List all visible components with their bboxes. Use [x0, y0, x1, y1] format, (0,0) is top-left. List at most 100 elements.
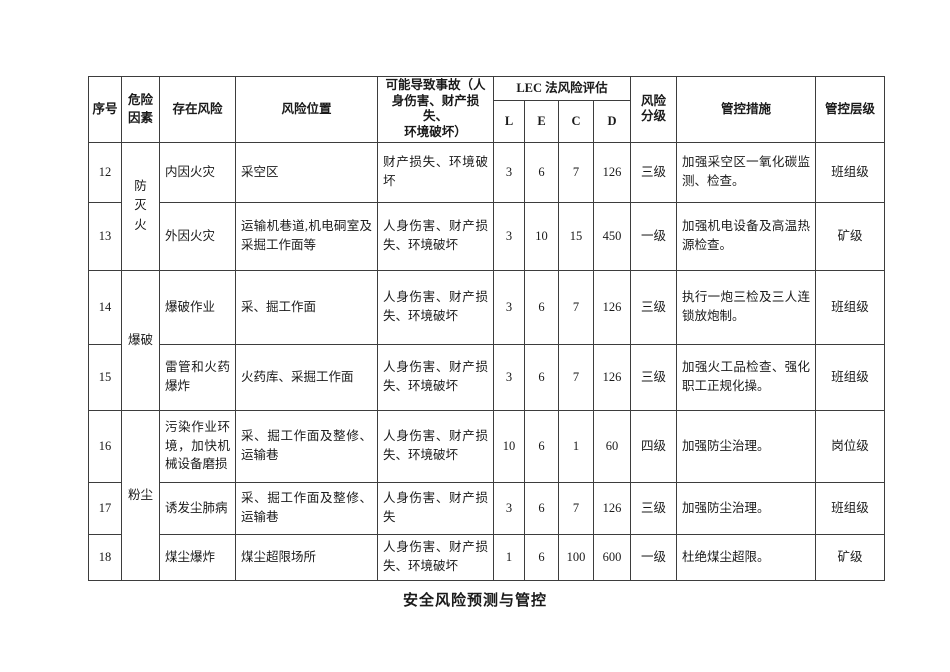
cell-c: 100 — [558, 533, 594, 581]
cell-l: 1 — [493, 533, 525, 581]
table-row: 12 防灭火 内因火灾 采空区 财产损失、环境破坏 3 6 7 126 三级 加… — [88, 141, 886, 271]
header-control-tier: 管控层级 — [815, 76, 886, 143]
header-row-2: L E C D — [89, 100, 885, 143]
cell-serial: 15 — [88, 343, 122, 411]
header-e: E — [524, 100, 559, 143]
cell-c: 7 — [558, 269, 594, 345]
cell-location: 采空区 — [235, 141, 378, 203]
cell-risk: 雷管和火药爆炸 — [159, 343, 236, 411]
cell-level: 四级 — [630, 409, 678, 483]
cell-c: 1 — [558, 409, 594, 483]
cell-tier: 矿级 — [815, 533, 886, 581]
header-hazard-factor: 危险因素 — [121, 76, 160, 143]
cell-location: 煤尘超限场所 — [235, 533, 378, 581]
cell-risk: 内因火灾 — [159, 141, 236, 203]
cell-serial: 14 — [88, 269, 122, 345]
cell-risk: 外因火灾 — [159, 201, 236, 271]
cell-serial: 16 — [88, 409, 122, 483]
cell-level: 三级 — [630, 141, 678, 203]
cell-d: 60 — [592, 409, 632, 483]
cell-d: 600 — [592, 533, 632, 581]
cell-level: 三级 — [630, 343, 678, 411]
header-lec-assessment: LEC 法风险评估 — [492, 75, 632, 102]
table-row: 18 煤尘爆炸 煤尘超限场所 人身伤害、财产损失、环境破坏 1 6 100 60… — [88, 533, 886, 581]
header-control-measures: 管控措施 — [676, 76, 817, 143]
cell-e: 6 — [524, 141, 559, 203]
cell-level: 三级 — [630, 269, 678, 345]
table-row: 13 外因火灾 运输机巷道,机电硐室及采掘工作面等 人身伤害、财产损失、环境破坏… — [88, 201, 886, 271]
header-existing-risk: 存在风险 — [159, 76, 236, 143]
cell-serial: 13 — [88, 201, 122, 271]
cell-risk: 爆破作业 — [159, 269, 236, 345]
cell-tier: 班组级 — [815, 269, 886, 345]
cell-measure: 加强机电设备及高温热源检查。 — [676, 201, 817, 271]
cell-d: 126 — [592, 269, 632, 345]
cell-c: 15 — [558, 201, 594, 271]
table-row: 16 粉尘 污染作业环境，加快机械设备磨损 采、掘工作面及整修、运输巷 人身伤害… — [88, 409, 886, 581]
cell-risk: 污染作业环境，加快机械设备磨损 — [159, 409, 236, 483]
cell-serial: 17 — [88, 481, 122, 535]
header-possible-accident: 可能导致事故（人 身伤害、财产损 失、 环境破坏） — [377, 76, 494, 143]
cell-level: 一级 — [630, 201, 678, 271]
cell-measure: 加强火工品检查、强化职工正规化操。 — [676, 343, 817, 411]
table-row: 14 爆破 爆破作业 采、掘工作面 人身伤害、财产损失、环境破坏 3 6 7 1… — [88, 269, 886, 411]
table-row: 15 雷管和火药爆炸 火药库、采掘工作面 人身伤害、财产损失、环境破坏 3 6 … — [88, 343, 886, 411]
cell-tier: 班组级 — [815, 481, 886, 535]
cell-e: 6 — [524, 343, 559, 411]
cell-location: 采、掘工作面及整修、运输巷 — [235, 481, 378, 535]
header-risk-location: 风险位置 — [235, 76, 378, 143]
cell-location: 采、掘工作面及整修、运输巷 — [235, 409, 378, 483]
cell-accident: 人身伤害、财产损失、环境破坏 — [377, 343, 494, 411]
cell-tier: 矿级 — [815, 201, 886, 271]
cell-accident: 财产损失、环境破坏 — [377, 141, 494, 203]
cell-serial: 18 — [88, 533, 122, 581]
cell-risk: 煤尘爆炸 — [159, 533, 236, 581]
header-l: L — [493, 100, 525, 143]
cell-hazard-group-dust: 粉尘 — [121, 409, 160, 581]
cell-c: 7 — [558, 343, 594, 411]
header-risk-level: 风险 分级 — [630, 76, 678, 143]
table-row: 17 诱发尘肺病 采、掘工作面及整修、运输巷 人身伤害、财产损失 3 6 7 1… — [88, 481, 886, 535]
cell-e: 6 — [524, 409, 559, 483]
cell-d: 126 — [592, 481, 632, 535]
cell-hazard-group-fire: 防灭火 — [121, 141, 160, 271]
cell-c: 7 — [558, 481, 594, 535]
cell-d: 126 — [592, 343, 632, 411]
cell-l: 3 — [493, 269, 525, 345]
header-d: D — [592, 100, 632, 143]
cell-risk: 诱发尘肺病 — [159, 481, 236, 535]
cell-d: 126 — [592, 141, 632, 203]
hazard-group-label: 粉尘 — [127, 487, 153, 502]
risk-table: 序号 危险因素 存在风险 风险位置 可能导致事故（人 身伤害、财产损 失、 环境… — [88, 75, 886, 581]
cell-location: 运输机巷道,机电硐室及采掘工作面等 — [235, 201, 378, 271]
cell-accident: 人身伤害、财产损失、环境破坏 — [377, 409, 494, 483]
cell-accident: 人身伤害、财产损失 — [377, 481, 494, 535]
cell-e: 6 — [524, 269, 559, 345]
hazard-group-label: 防灭火 — [134, 178, 147, 232]
cell-accident: 人身伤害、财产损失、环境破坏 — [377, 269, 494, 345]
header-c: C — [558, 100, 594, 143]
cell-l: 3 — [493, 141, 525, 203]
cell-serial: 12 — [88, 141, 122, 203]
cell-measure: 执行一炮三检及三人连锁放炮制。 — [676, 269, 817, 345]
cell-tier: 班组级 — [815, 343, 886, 411]
header-row-1: 序号 危险因素 存在风险 风险位置 可能导致事故（人 身伤害、财产损 失、 环境… — [88, 75, 886, 143]
table-header: 序号 危险因素 存在风险 风险位置 可能导致事故（人 身伤害、财产损 失、 环境… — [88, 75, 886, 143]
cell-e: 6 — [524, 533, 559, 581]
header-serial: 序号 — [88, 76, 122, 143]
cell-measure: 加强防尘治理。 — [676, 409, 817, 483]
cell-measure: 杜绝煤尘超限。 — [676, 533, 817, 581]
cell-c: 7 — [558, 141, 594, 203]
table-body: 12 防灭火 内因火灾 采空区 财产损失、环境破坏 3 6 7 126 三级 加… — [88, 141, 886, 581]
cell-location: 火药库、采掘工作面 — [235, 343, 378, 411]
cell-tier: 班组级 — [815, 141, 886, 203]
cell-l: 3 — [493, 201, 525, 271]
hazard-group-label: 爆破 — [127, 332, 153, 347]
cell-tier: 岗位级 — [815, 409, 886, 483]
cell-measure: 加强采空区一氧化碳监测、检查。 — [676, 141, 817, 203]
cell-level: 三级 — [630, 481, 678, 535]
cell-measure: 加强防尘治理。 — [676, 481, 817, 535]
cell-e: 10 — [524, 201, 559, 271]
cell-hazard-group-blasting: 爆破 — [121, 269, 160, 411]
cell-d: 450 — [592, 201, 632, 271]
